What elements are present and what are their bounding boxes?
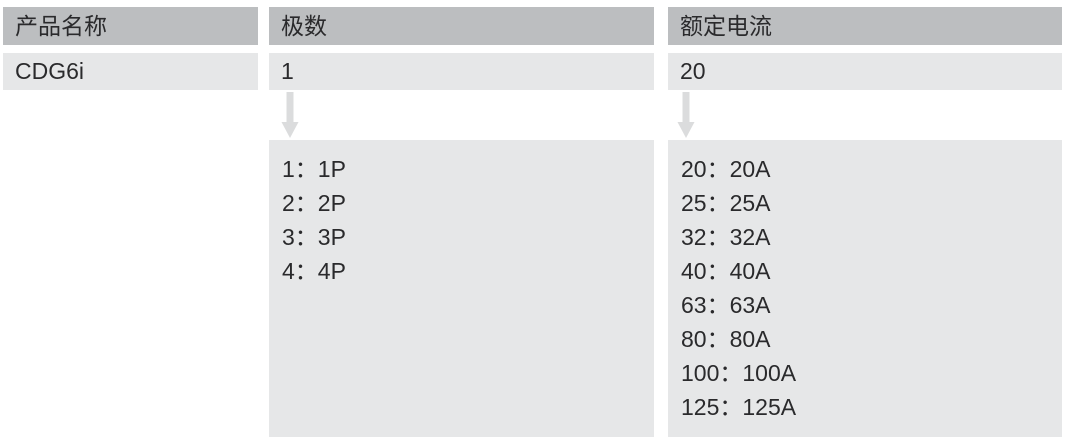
down-arrow-icon [677,92,695,138]
rated-current-option: 63：63A [681,292,771,318]
poles-option: 2：2P [282,190,346,216]
rated-current-option: 80：80A [681,326,771,352]
rated-current-code-value: 20 [668,53,1062,90]
poles-option: 4：4P [282,258,346,284]
rated-current-option: 125：125A [681,394,797,420]
poles-code-value: 1 [269,53,654,90]
down-arrow-icon [281,92,299,138]
column-header-poles: 极数 [269,7,654,45]
rated-current-option: 100：100A [681,360,797,386]
rated-current-option: 20：20A [681,156,771,182]
rated-current-option: 32：32A [681,224,771,250]
rated-current-options-box: 20：20A 25：25A 32：32A 40：40A 63：63A 80：80… [668,140,1062,437]
rated-current-option: 40：40A [681,258,771,284]
poles-option: 1：1P [282,156,346,182]
column-header-product-name: 产品名称 [3,7,258,45]
poles-option: 3：3P [282,224,346,250]
column-header-rated-current: 额定电流 [668,7,1062,45]
poles-options-box: 1：1P 2：2P 3：3P 4：4P [269,140,654,437]
product-name-value: CDG6i [3,53,258,90]
rated-current-option: 25：25A [681,190,771,216]
